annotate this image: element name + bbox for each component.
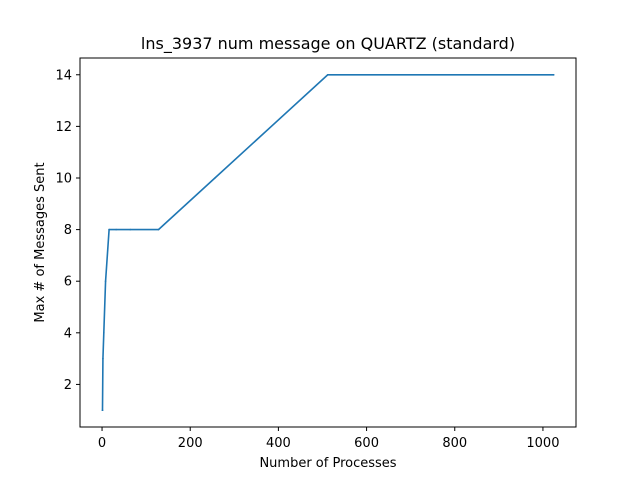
data-point (552, 73, 555, 76)
y-tick-label: 4 (64, 326, 72, 341)
data-point (104, 280, 107, 283)
axes-frame (79, 57, 577, 428)
y-axis-ticks: 2 4 6 8 10 12 14 (55, 68, 80, 393)
data-point (101, 409, 104, 412)
plot-area: 0 200 400 600 800 1000 2 4 6 8 10 12 14 (55, 57, 577, 451)
x-tick-label: 200 (178, 436, 203, 451)
data-point (129, 228, 132, 231)
y-tick-label: 10 (55, 171, 72, 186)
x-axis-ticks: 0 200 400 600 800 1000 (98, 427, 559, 451)
y-tick-label: 8 (64, 223, 72, 238)
series-layer (101, 73, 555, 412)
y-axis-label: Max # of Messages Sent (33, 162, 48, 322)
y-tick-label: 14 (55, 68, 72, 83)
y-tick-label: 12 (55, 120, 72, 135)
y-tick-label: 6 (64, 275, 72, 290)
data-point (115, 228, 117, 231)
x-tick-label: 0 (98, 436, 106, 451)
data-point (102, 357, 104, 360)
chart-title: lns_3937 num message on QUARTZ (standard… (141, 34, 515, 54)
y-tick-label: 2 (64, 378, 72, 393)
x-axis-label: Number of Processes (259, 456, 396, 471)
x-tick-label: 600 (354, 436, 379, 451)
data-point (108, 228, 110, 231)
x-tick-label: 400 (266, 436, 291, 451)
data-point (103, 332, 105, 334)
x-tick-label: 1000 (526, 436, 559, 451)
data-point (214, 177, 216, 179)
data-point (157, 228, 160, 231)
x-tick-label: 800 (442, 436, 467, 451)
data-point (326, 73, 329, 76)
